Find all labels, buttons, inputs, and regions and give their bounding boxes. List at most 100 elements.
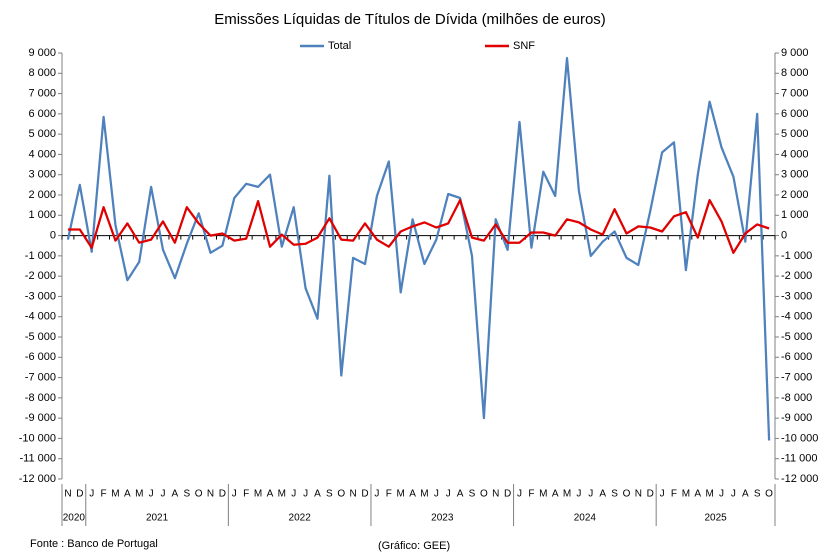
x-tick-label: J xyxy=(446,489,451,500)
y2-tick-label: 5 000 xyxy=(781,128,809,140)
x-group-label: 2022 xyxy=(289,513,312,524)
y-tick-label: -5 000 xyxy=(25,331,56,343)
y-tick-label: 7 000 xyxy=(28,87,56,99)
y2-tick-label: 8 000 xyxy=(781,67,809,79)
y2-tick-label: -11 000 xyxy=(781,453,818,465)
y2-tick-label: -10 000 xyxy=(781,432,818,444)
legend-label: Total xyxy=(328,40,351,52)
x-tick-label: N xyxy=(350,489,357,500)
x-tick-label: N xyxy=(64,489,71,500)
x-tick-label: S xyxy=(754,489,761,500)
x-group-label: 2024 xyxy=(574,513,597,524)
x-tick-label: O xyxy=(480,489,488,500)
x-tick-label: F xyxy=(528,489,534,500)
x-tick-label: M xyxy=(682,489,690,500)
y2-tick-label: -9 000 xyxy=(781,412,812,424)
x-tick-label: N xyxy=(492,489,499,500)
x-tick-label: N xyxy=(207,489,214,500)
x-tick-label: A xyxy=(694,489,701,500)
x-tick-label: O xyxy=(195,489,203,500)
y2-tick-label: -4 000 xyxy=(781,311,812,323)
y2-tick-label: 9 000 xyxy=(781,47,809,59)
x-tick-label: A xyxy=(314,489,321,500)
y-tick-label: 4 000 xyxy=(28,148,56,160)
series-line xyxy=(66,56,771,441)
x-tick-label: M xyxy=(705,489,713,500)
y-tick-label: -10 000 xyxy=(19,432,56,444)
x-tick-label: A xyxy=(742,489,749,500)
x-tick-label: J xyxy=(291,489,296,500)
x-tick-label: J xyxy=(161,489,166,500)
source: Fonte : Banco de Portugal xyxy=(30,538,158,550)
x-tick-label: J xyxy=(517,489,522,500)
x-tick-label: M xyxy=(111,489,119,500)
x-tick-label: F xyxy=(101,489,107,500)
x-tick-label: M xyxy=(254,489,262,500)
x-tick-label: J xyxy=(89,489,94,500)
credit: (Gráfico: GEE) xyxy=(378,540,450,552)
x-tick-label: D xyxy=(76,489,83,500)
x-tick-label: S xyxy=(183,489,190,500)
x-group-label: 2021 xyxy=(146,513,169,524)
x-tick-label: A xyxy=(599,489,606,500)
x-tick-label: F xyxy=(386,489,392,500)
x-tick-label: J xyxy=(149,489,154,500)
y2-tick-label: 2 000 xyxy=(781,189,809,201)
series-line xyxy=(67,198,770,254)
y2-tick-label: 7 000 xyxy=(781,87,809,99)
y-tick-label: -4 000 xyxy=(25,311,56,323)
y2-tick-label: -6 000 xyxy=(781,351,812,363)
x-tick-label: S xyxy=(611,489,618,500)
x-tick-label: A xyxy=(267,489,274,500)
y2-tick-label: -8 000 xyxy=(781,392,812,404)
x-tick-label: A xyxy=(124,489,131,500)
x-tick-label: M xyxy=(397,489,405,500)
x-group-label: 2023 xyxy=(431,513,454,524)
x-tick-label: M xyxy=(420,489,428,500)
chart-title: Emissões Líquidas de Títulos de Dívida (… xyxy=(214,11,606,28)
y-tick-label: 3 000 xyxy=(28,169,56,181)
x-tick-label: S xyxy=(469,489,476,500)
x-tick-label: J xyxy=(731,489,736,500)
x-group-label: 2020 xyxy=(63,513,86,524)
y2-tick-label: -2 000 xyxy=(781,270,812,282)
x-tick-label: O xyxy=(337,489,345,500)
y2-tick-label: -1 000 xyxy=(781,250,812,262)
x-tick-label: A xyxy=(457,489,464,500)
y-tick-label: 1 000 xyxy=(28,209,56,221)
y-tick-label: -2 000 xyxy=(25,270,56,282)
y2-tick-label: -5 000 xyxy=(781,331,812,343)
y-tick-label: -9 000 xyxy=(25,412,56,424)
y2-tick-label: 1 000 xyxy=(781,209,809,221)
x-tick-label: J xyxy=(374,489,379,500)
x-tick-label: J xyxy=(660,489,665,500)
x-tick-label: N xyxy=(635,489,642,500)
x-tick-label: D xyxy=(504,489,511,500)
y-tick-label: -8 000 xyxy=(25,392,56,404)
y-tick-label: -3 000 xyxy=(25,290,56,302)
y-tick-label: 0 xyxy=(50,229,56,241)
y-tick-label: 9 000 xyxy=(28,47,56,59)
y2-tick-label: 0 xyxy=(781,229,787,241)
y-tick-label: -12 000 xyxy=(19,473,56,485)
y-tick-label: -1 000 xyxy=(25,250,56,262)
x-tick-label: M xyxy=(135,489,143,500)
x-tick-label: J xyxy=(434,489,439,500)
x-tick-label: D xyxy=(361,489,368,500)
x-tick-label: F xyxy=(671,489,677,500)
y2-tick-label: 4 000 xyxy=(781,148,809,160)
y-tick-label: 2 000 xyxy=(28,189,56,201)
y-tick-label: -11 000 xyxy=(20,453,57,465)
x-tick-label: A xyxy=(552,489,559,500)
y-tick-label: -6 000 xyxy=(25,351,56,363)
y-tick-label: 8 000 xyxy=(28,67,56,79)
x-tick-label: J xyxy=(588,489,593,500)
x-tick-label: D xyxy=(647,489,654,500)
legend-label: SNF xyxy=(513,40,535,52)
y-tick-label: 6 000 xyxy=(28,108,56,120)
x-tick-label: J xyxy=(303,489,308,500)
y2-tick-label: 6 000 xyxy=(781,108,809,120)
x-tick-label: D xyxy=(219,489,226,500)
y2-tick-label: 3 000 xyxy=(781,169,809,181)
